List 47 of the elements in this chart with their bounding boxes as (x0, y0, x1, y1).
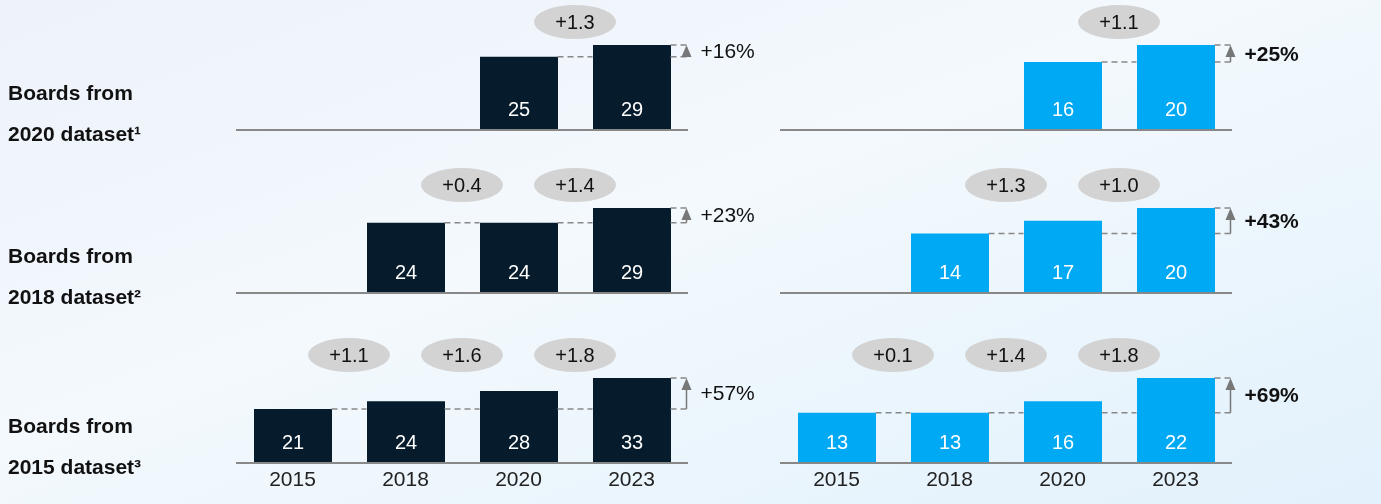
text: +69% (1244, 383, 1300, 407)
x-tick-label: 2023 (1152, 466, 1199, 490)
text: Boards from 2018 dataset² (8, 243, 143, 310)
text: +43% (1244, 208, 1300, 232)
data-label: 20 (1164, 261, 1188, 283)
text: +1.3 (555, 11, 595, 33)
text: +25% (1244, 41, 1300, 65)
data-label: 29 (620, 261, 644, 283)
x-tick-label: 2023 (608, 466, 655, 490)
data-label: 24 (394, 261, 418, 283)
text: +57% (700, 381, 755, 405)
data-label: 21 (281, 431, 305, 453)
data-label: 25 (507, 98, 531, 120)
x-tick-label: 2020 (1039, 466, 1086, 490)
x-tick-label: 2018 (926, 466, 973, 490)
text: +16% (700, 38, 755, 62)
x-tick-label: 2018 (382, 466, 429, 490)
data-label: 24 (507, 261, 531, 283)
x-tick-label: 2015 (813, 466, 860, 490)
data-label: 20 (1164, 98, 1188, 120)
text: +1.8 (555, 344, 595, 366)
text: +1.8 (1099, 344, 1139, 366)
text: +0.1 (873, 344, 913, 366)
data-label: 33 (620, 431, 644, 453)
text: +1.4 (555, 174, 595, 196)
data-label: 29 (620, 98, 644, 120)
text: +1.1 (1099, 11, 1139, 33)
text: Boards from 2015 dataset³ (8, 413, 143, 480)
data-label: 13 (938, 431, 962, 453)
data-label: 13 (825, 431, 849, 453)
data-label: 16 (1051, 431, 1075, 453)
text: Boards from 2020 dataset¹ (8, 80, 143, 147)
text: +1.0 (1099, 174, 1139, 196)
data-label: 24 (394, 431, 418, 453)
text: +0.4 (442, 174, 482, 196)
data-label: 28 (507, 431, 531, 453)
text: +1.1 (329, 344, 369, 366)
text: +23% (700, 203, 755, 227)
text: +1.6 (442, 344, 482, 366)
data-label: 16 (1051, 98, 1075, 120)
text: +1.3 (986, 174, 1026, 196)
x-tick-label: 2020 (495, 466, 542, 490)
data-label: 17 (1051, 261, 1075, 283)
data-label: 14 (938, 261, 962, 283)
data-label: 22 (1164, 431, 1188, 453)
x-tick-label: 2015 (269, 466, 316, 490)
text: +1.4 (986, 344, 1026, 366)
